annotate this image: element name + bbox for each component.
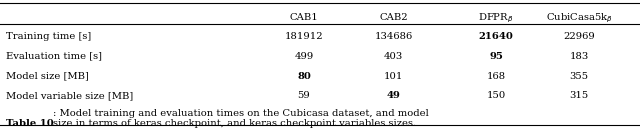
Text: CAB2: CAB2: [380, 13, 408, 22]
Text: CAB1: CAB1: [290, 13, 318, 22]
Text: 95: 95: [489, 52, 503, 61]
Text: : Model training and evaluation times on the Cubicasa dataset, and model
size in: : Model training and evaluation times on…: [53, 109, 429, 128]
Text: Evaluation time [s]: Evaluation time [s]: [6, 52, 102, 61]
Text: Training time [s]: Training time [s]: [6, 32, 92, 41]
Text: Table 10: Table 10: [6, 119, 54, 128]
Text: CubiCasa5k$_{\beta}$: CubiCasa5k$_{\beta}$: [546, 11, 612, 25]
Text: 22969: 22969: [563, 32, 595, 41]
Text: 49: 49: [387, 91, 401, 100]
Text: 150: 150: [486, 91, 506, 100]
Text: Model size [MB]: Model size [MB]: [6, 72, 89, 81]
Text: 80: 80: [297, 72, 311, 81]
Text: 403: 403: [384, 52, 403, 61]
Text: DFPR$_{\beta}$: DFPR$_{\beta}$: [478, 11, 514, 25]
Text: 101: 101: [384, 72, 403, 81]
Text: 134686: 134686: [374, 32, 413, 41]
Text: 181912: 181912: [285, 32, 323, 41]
Text: Model variable size [MB]: Model variable size [MB]: [6, 91, 134, 100]
Text: 499: 499: [294, 52, 314, 61]
Text: 168: 168: [486, 72, 506, 81]
Text: 59: 59: [298, 91, 310, 100]
Text: 21640: 21640: [479, 32, 513, 41]
Text: 355: 355: [570, 72, 589, 81]
Text: 183: 183: [570, 52, 589, 61]
Text: 315: 315: [570, 91, 589, 100]
